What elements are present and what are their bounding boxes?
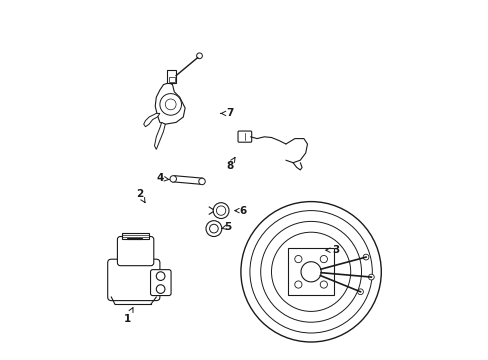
Text: 8: 8: [226, 157, 235, 171]
Circle shape: [357, 289, 363, 294]
Text: 2: 2: [136, 189, 145, 203]
Polygon shape: [155, 83, 185, 124]
Circle shape: [294, 256, 302, 263]
Polygon shape: [172, 176, 203, 184]
Circle shape: [205, 221, 222, 237]
Polygon shape: [154, 122, 165, 149]
Polygon shape: [143, 113, 160, 127]
Circle shape: [271, 232, 350, 311]
Text: 1: 1: [123, 308, 133, 324]
Polygon shape: [122, 233, 149, 239]
Bar: [168, 77, 174, 82]
Circle shape: [368, 274, 373, 280]
Circle shape: [363, 254, 368, 260]
Circle shape: [241, 202, 381, 342]
Circle shape: [196, 53, 202, 59]
Circle shape: [165, 99, 176, 110]
Circle shape: [216, 206, 225, 215]
Text: 7: 7: [220, 108, 233, 118]
FancyBboxPatch shape: [107, 259, 160, 301]
Text: 4: 4: [156, 173, 169, 183]
Circle shape: [301, 262, 321, 282]
Circle shape: [320, 256, 327, 263]
Circle shape: [249, 211, 371, 333]
Circle shape: [294, 281, 302, 288]
FancyBboxPatch shape: [117, 237, 153, 266]
Circle shape: [320, 281, 327, 288]
FancyBboxPatch shape: [150, 270, 171, 296]
Circle shape: [156, 285, 164, 293]
FancyBboxPatch shape: [238, 131, 251, 142]
Circle shape: [156, 272, 164, 280]
Circle shape: [170, 176, 176, 182]
Circle shape: [199, 178, 205, 185]
Circle shape: [260, 221, 361, 322]
Text: 3: 3: [325, 245, 339, 255]
Text: 5: 5: [221, 222, 231, 232]
Bar: [127, 238, 142, 239]
Circle shape: [213, 203, 228, 219]
Circle shape: [209, 224, 218, 233]
Polygon shape: [287, 248, 334, 295]
Bar: [167, 70, 176, 83]
Text: 6: 6: [234, 206, 246, 216]
Circle shape: [160, 94, 181, 115]
